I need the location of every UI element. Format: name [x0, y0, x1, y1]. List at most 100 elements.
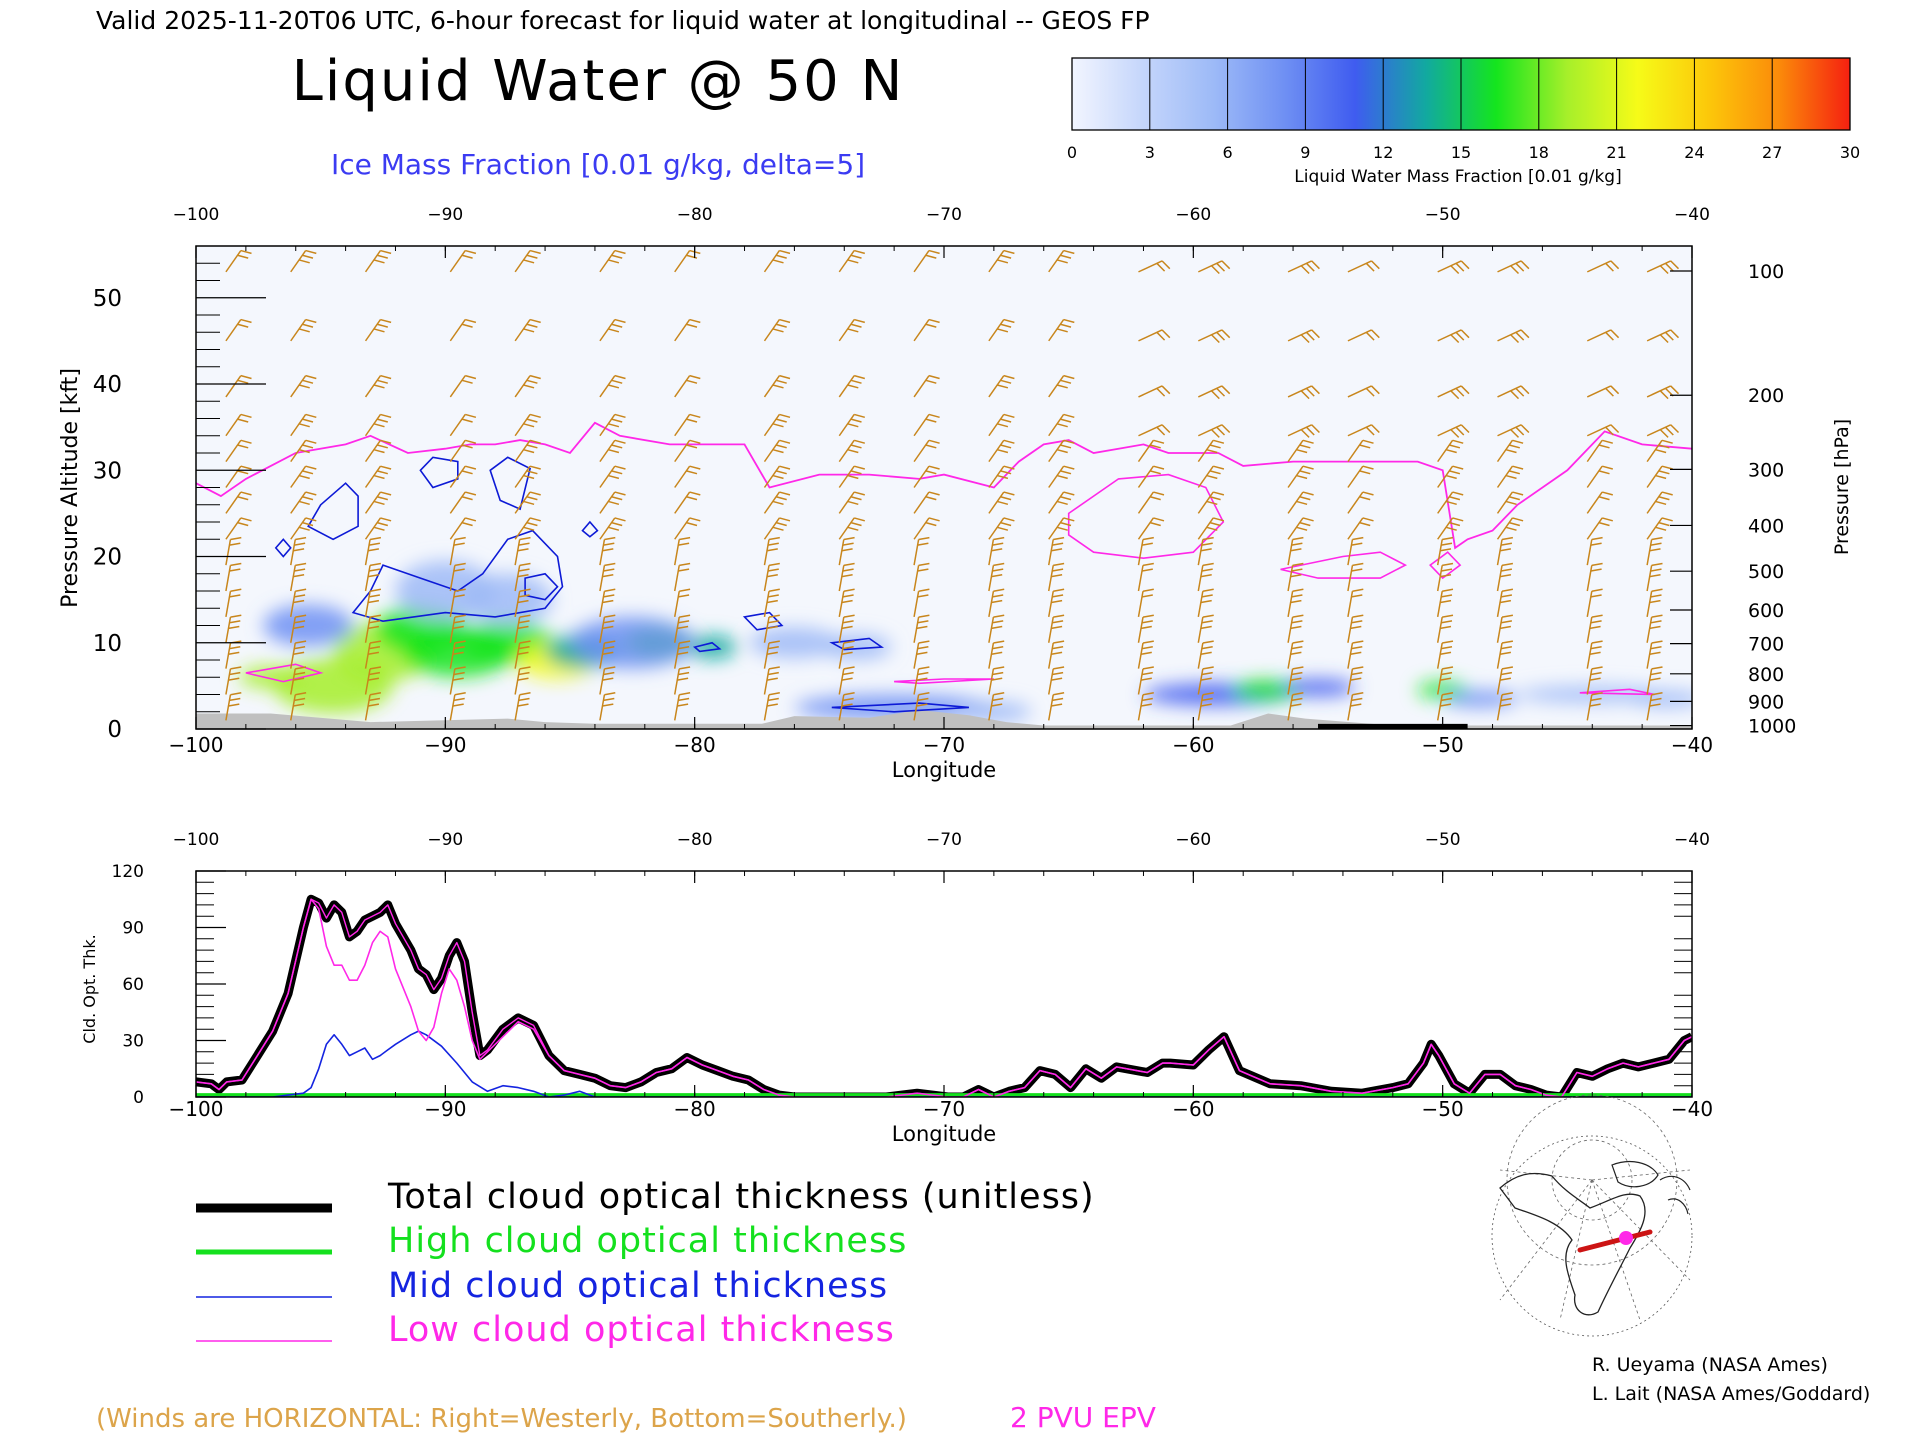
wind-barb: [1437, 260, 1470, 275]
y-tick-label: 30: [93, 458, 122, 484]
wind-barb: [599, 465, 626, 488]
series-line-2: [196, 1030, 1692, 1097]
optical-thickness-axes: −100 −100 −90 −90 −80 −80 −70 −70 −60 −60 −50 −50 −4…: [112, 830, 1714, 1121]
wind-barb: [1586, 465, 1613, 488]
legend-label-high: High cloud optical thickness: [388, 1221, 907, 1261]
wind-barb: [1646, 465, 1673, 488]
wind-barb: [1048, 413, 1075, 437]
wind-barb: [838, 465, 865, 488]
wind-barb: [225, 413, 252, 437]
wind-barb: [763, 562, 780, 592]
winds-note: (Winds are HORIZONTAL: Right=Westerly, B…: [96, 1404, 907, 1434]
colorbar-tick-label: 9: [1300, 143, 1310, 162]
wind-barb: [364, 465, 392, 488]
wind-barb: [290, 318, 317, 342]
pressure-tick-label: 300: [1748, 459, 1784, 481]
colorbar-tick-label: 21: [1606, 143, 1626, 162]
wind-barb: [1347, 640, 1364, 669]
optical-thickness-panel: −100 −100 −90 −90 −80 −80 −70 −70 −60 −60 −50 −50 −4…: [80, 830, 1713, 1146]
wind-barb: [1496, 439, 1524, 463]
wind-barb: [1496, 666, 1514, 695]
epv-closed-contour: [1067, 473, 1225, 560]
map-location-marker: [1619, 1231, 1633, 1245]
wind-barb: [1497, 385, 1530, 400]
top-ylabel-right: Pressure [hPa]: [1831, 419, 1853, 555]
wind-barb: [1586, 666, 1603, 695]
wind-barb: [988, 614, 1005, 643]
wind-barb: [1198, 424, 1231, 438]
x-tick-label-top: −80: [677, 205, 713, 225]
colorbar-label: Liquid Water Mass Fraction [0.01 g/kg]: [1294, 167, 1621, 187]
wind-barb: [290, 249, 317, 273]
wind-barb: [1287, 588, 1304, 618]
wind-barb: [1437, 424, 1470, 438]
wind-barb: [599, 318, 626, 342]
liquid-water-blob: [687, 634, 738, 660]
wind-barb: [763, 666, 780, 695]
wind-barb: [763, 614, 780, 643]
wind-barb: [1048, 491, 1075, 514]
wind-barb: [1436, 588, 1454, 618]
colorbar: 0 3 6 9 12 15 18 21 24 27 30: [1067, 57, 1860, 162]
wind-barb: [1137, 614, 1154, 643]
wind-barb: [514, 439, 541, 463]
wind-barb: [1138, 385, 1171, 398]
wind-barb: [290, 640, 307, 669]
wind-barb: [1646, 640, 1663, 669]
wind-barb: [838, 439, 865, 463]
pressure-tick-label: 900: [1748, 691, 1784, 713]
wind-barb: [913, 692, 930, 721]
wind-barb: [1496, 692, 1514, 721]
cross-section-panel: −100 −100 −90 −90 −80 −80 −70 −70 −60 −60 −50 −50 −4…: [58, 205, 1853, 782]
wind-barb: [1197, 614, 1214, 643]
x-tick-label-top: −100: [173, 205, 220, 225]
wind-barb: [763, 374, 791, 398]
wind-barb: [1287, 692, 1304, 721]
wind-barb: [1047, 588, 1065, 618]
wind-barb: [364, 536, 382, 566]
wind-barb: [1048, 318, 1075, 342]
wind-barb: [913, 517, 940, 540]
wind-barb: [1347, 329, 1380, 342]
wind-barb: [1586, 491, 1613, 514]
wind-barb: [599, 517, 626, 540]
series-line-3: [196, 898, 1692, 1097]
wind-barb: [599, 562, 616, 592]
wind-barb: [1646, 536, 1663, 566]
wind-barb: [599, 536, 616, 566]
wind-barb: [988, 374, 1015, 398]
wind-barb: [1347, 614, 1364, 643]
wind-barb: [449, 374, 477, 398]
map-section-line: [1577, 1229, 1653, 1253]
wind-barb: [1347, 517, 1374, 540]
wind-barb: [674, 374, 701, 398]
epv-closed-contour: [245, 663, 324, 683]
wind-barb: [1287, 614, 1304, 643]
wind-barb: [763, 588, 780, 618]
valid-line: Valid 2025-11-20T06 UTC, 6-hour forecast…: [96, 6, 1150, 35]
wind-barb: [1496, 536, 1514, 566]
wind-barbs: [225, 249, 1680, 721]
wind-barb: [1287, 562, 1304, 592]
wind-barb: [838, 413, 865, 437]
wind-barb: [514, 562, 531, 592]
wind-barb: [599, 413, 626, 437]
x-tick-label: −60: [1172, 733, 1214, 757]
wind-barb: [674, 517, 701, 540]
wind-barb: [1586, 640, 1603, 669]
wind-barb: [838, 640, 855, 669]
wind-barb: [913, 666, 930, 695]
wind-barb: [514, 491, 541, 514]
x-tick-label-top: −60: [1175, 830, 1211, 850]
wind-barb: [449, 614, 466, 643]
wind-barb: [225, 666, 242, 695]
x-tick-label: −80: [674, 1097, 716, 1121]
wind-barb: [1436, 692, 1454, 721]
x-tick-label: −90: [424, 1097, 466, 1121]
wind-barb: [838, 588, 855, 618]
ice-contour: [419, 456, 459, 489]
map-coastline: [1499, 1172, 1646, 1316]
wind-barb: [449, 249, 477, 273]
wind-barb: [838, 536, 855, 566]
